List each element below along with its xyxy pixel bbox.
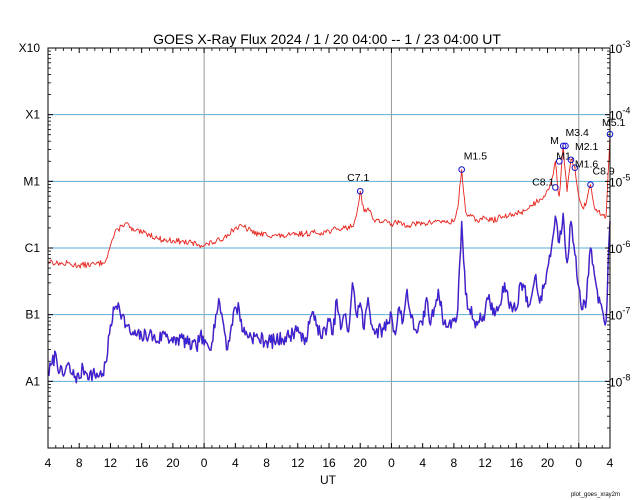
flare-label: C8.1 — [532, 176, 554, 188]
y-tick-label-exponent: -8 — [622, 372, 630, 382]
gridlines — [48, 114, 610, 382]
x-tick-label: 8 — [263, 456, 270, 470]
x-tick-label: 16 — [510, 456, 524, 470]
y-tick-label-right: 10-8 — [609, 372, 630, 389]
flare-marker — [458, 166, 465, 173]
flare-marker — [567, 156, 575, 164]
plot-footer: plot_goes_xray2m — [571, 492, 620, 498]
x-tick-label: 0 — [201, 456, 208, 470]
y-tick-label-left: X10 — [19, 41, 41, 55]
flare-marker — [552, 184, 559, 191]
x-tick-label: 12 — [291, 456, 305, 470]
flare-label: M2.1 — [575, 141, 599, 153]
flare-label: M1. — [556, 150, 574, 162]
x-tick-label: 4 — [232, 456, 239, 470]
y-tick-label-exponent: -3 — [622, 39, 630, 49]
x-tick-label: 4 — [45, 456, 52, 470]
y-tick-label-right: 10-3 — [609, 39, 630, 56]
y-tick-label-exponent: -5 — [622, 172, 630, 182]
flare-marker — [571, 164, 579, 172]
x-tick-label: 20 — [166, 456, 180, 470]
x-tick-label: 8 — [76, 456, 83, 470]
flare-label: M3.4 — [566, 127, 590, 139]
y-tick-label-exponent: -4 — [622, 106, 630, 116]
flare-label: C7.1 — [347, 172, 369, 184]
x-tick-label: 0 — [575, 456, 582, 470]
y-tick-label-exponent: -6 — [622, 239, 630, 249]
flare-marker — [356, 187, 364, 195]
x-tick-label: 16 — [322, 456, 336, 470]
flux-series — [47, 134, 611, 384]
flare-label: M1.6 — [575, 159, 599, 171]
y-tick-label-right: 10-6 — [609, 239, 630, 256]
x-tick-label: 4 — [419, 456, 426, 470]
flare-label: C8.9 — [592, 166, 614, 178]
y-tick-label-left: A1 — [25, 374, 40, 388]
x-tick-label: 0 — [388, 456, 395, 470]
y-tick-label-left: B1 — [25, 308, 40, 322]
flare-label: M — [550, 135, 559, 147]
flare-marker — [562, 142, 569, 150]
y-tick-label-left: X1 — [25, 108, 40, 122]
y-tick-label-exponent: -7 — [622, 306, 630, 316]
series-long-line — [47, 134, 611, 269]
x-tick-label: 12 — [104, 456, 118, 470]
flare-marker — [559, 142, 567, 150]
flare-annotations: C7.1 M1.5 C8.1 M1. M M3.4 M2.1 M1.6C8.9 M5.1 — [347, 117, 626, 195]
flare-marker — [587, 181, 594, 189]
flare-label: M1.5 — [464, 151, 488, 163]
day-boundary-lines — [203, 48, 580, 448]
x-axis-label: UT — [320, 473, 337, 487]
flare-marker — [606, 130, 614, 138]
x-tick-label: 8 — [451, 456, 458, 470]
x-tick-label: 16 — [135, 456, 149, 470]
x-tick-label: 12 — [478, 456, 492, 470]
y-tick-label-left: C1 — [25, 241, 41, 255]
x-axis-ticks: 4 8 12 16 20 0 4 8 12 16 20 0 4 8 12 16 20 0 4 — [45, 48, 614, 470]
y-tick-label-right: 10-7 — [609, 306, 630, 323]
x-tick-label: 4 — [607, 456, 614, 470]
x-tick-label: 20 — [354, 456, 368, 470]
flare-marker — [555, 157, 563, 165]
flare-label: M5.1 — [602, 117, 626, 129]
x-tick-label: 20 — [541, 456, 555, 470]
series-short-line — [47, 212, 611, 384]
y-tick-label-left: M1 — [23, 174, 40, 188]
chart-title: GOES X-Ray Flux 2024 / 1 / 20 04:00 -- 1… — [153, 31, 501, 47]
